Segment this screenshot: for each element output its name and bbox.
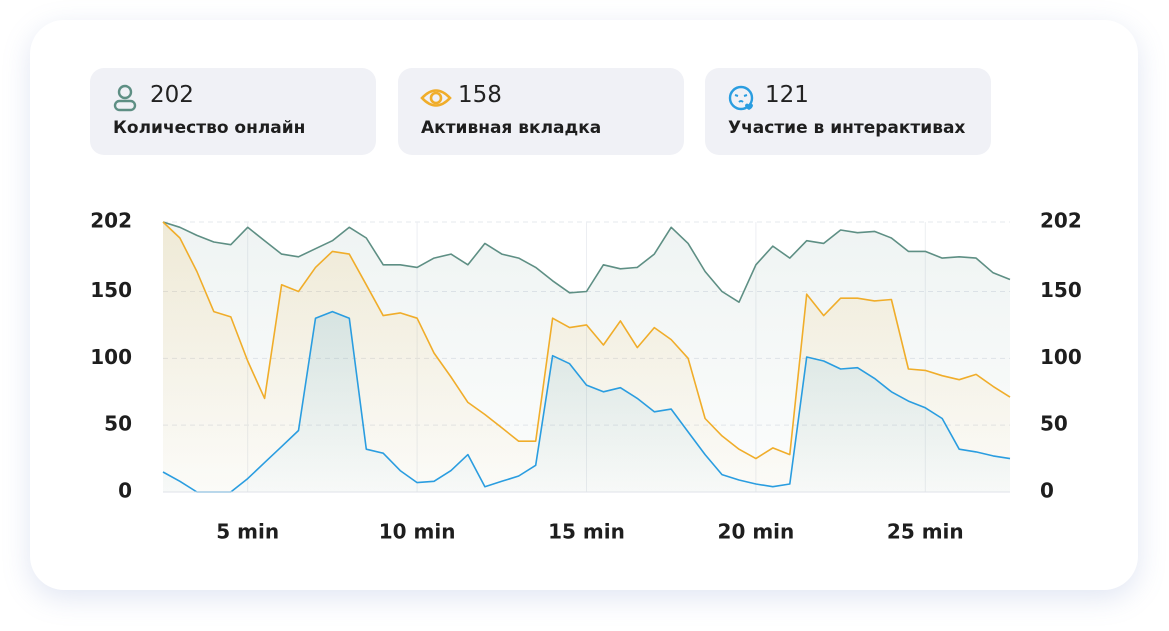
y-tick-label: 150 [90,278,132,302]
stat-label: Активная вкладка [421,118,602,138]
stat-label: Участие в интерактивах [728,118,966,138]
stat-value: 121 [765,82,809,108]
x-tick-label: 20 min [718,520,795,544]
stat-value: 158 [458,82,502,108]
x-tick-label: 5 min [216,520,279,544]
line [162,310,1011,493]
y-tick-label-right: 0 [1040,479,1054,503]
y-tick-label: 100 [90,345,132,369]
y-tick-label-right: 50 [1040,412,1068,436]
user-icon [113,84,137,112]
y-tick-label-right: 150 [1040,278,1082,302]
y-tick-label-right: 202 [1040,209,1082,233]
area [163,311,1010,492]
stat-label: Количество онлайн [113,118,306,138]
y-tick-label: 0 [118,479,132,503]
stat-card: 121 Участие в интерактивах [705,68,991,155]
line [162,221,1011,303]
y-tick-label-right: 100 [1040,345,1082,369]
stat-value: 202 [150,82,194,108]
stat-card: 202 Количество онлайн [90,68,376,155]
line [162,221,1011,460]
stat-card: 158 Активная вкладка [398,68,684,155]
y-tick-label: 202 [90,209,132,233]
y-tick-label: 50 [104,412,132,436]
x-tick-label: 15 min [548,520,625,544]
x-tick-label: 25 min [887,520,964,544]
emoji-icon [728,85,754,111]
x-tick-label: 10 min [379,520,456,544]
eye-icon [420,89,452,107]
